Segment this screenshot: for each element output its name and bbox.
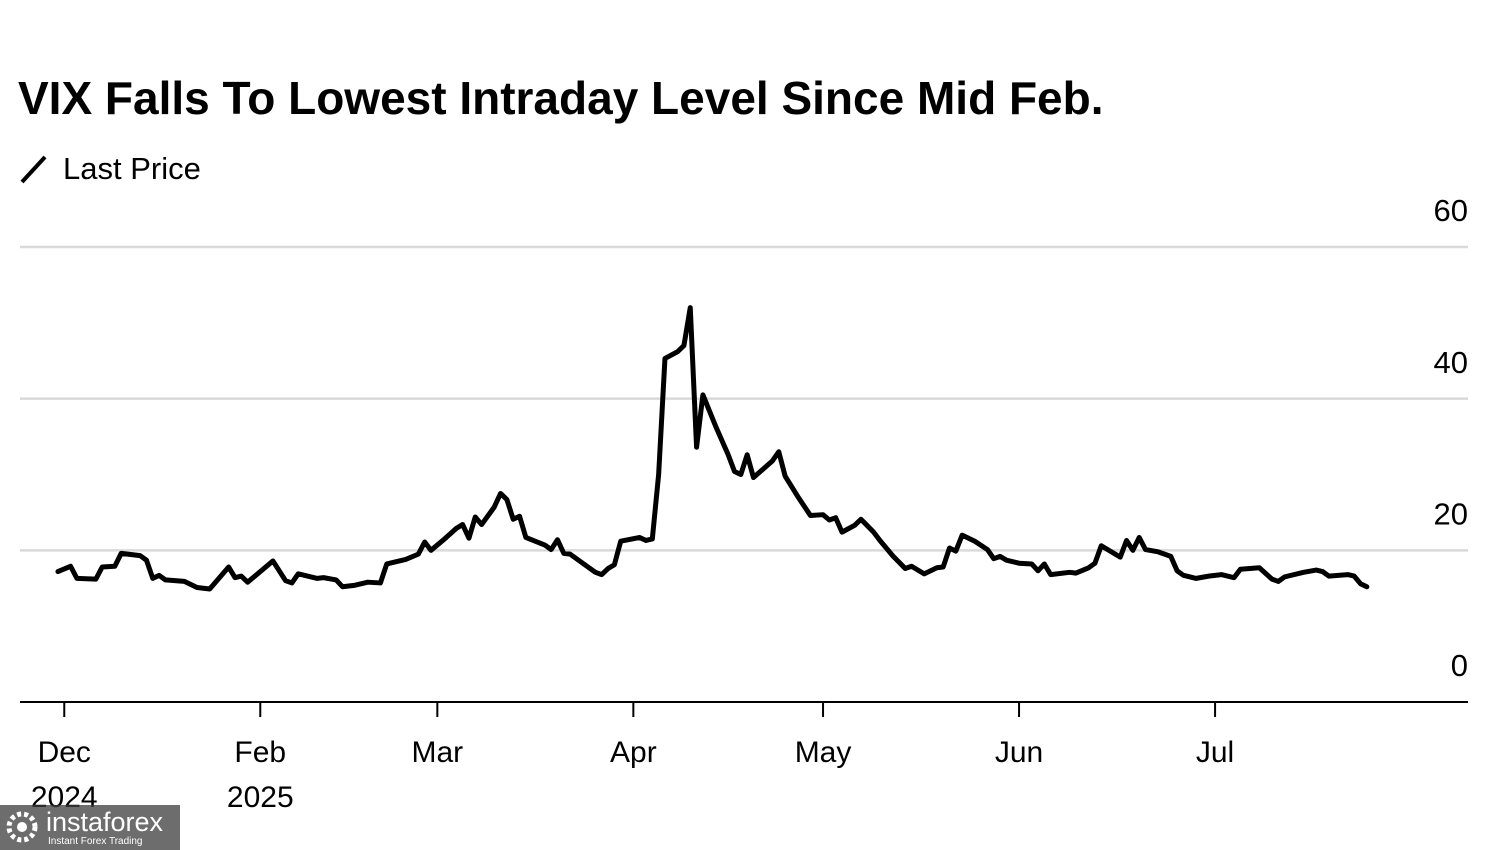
legend-swatch (20, 155, 47, 184)
chart-title: VIX Falls To Lowest Intraday Level Since… (18, 72, 1104, 124)
x-tick-label: Feb 2025 (226, 736, 294, 814)
x-tick-label: Jul (1195, 736, 1235, 769)
watermark-tagline: Instant Forex Trading (48, 836, 143, 847)
legend-label: Last Price (63, 151, 201, 186)
y-tick-label: 40 (1434, 345, 1468, 380)
x-tick-label: May (794, 736, 852, 769)
series-line (55, 305, 1370, 592)
y-tick-label: 20 (1434, 497, 1468, 532)
y-tick-label: 60 (1434, 193, 1468, 228)
watermark-brand: instaforex (46, 807, 164, 837)
x-tick-label: Apr (610, 736, 657, 769)
y-tick-label: 0 (1451, 648, 1468, 683)
watermark-logo (6, 811, 38, 843)
x-tick-label: Mar (411, 736, 464, 769)
watermark: instaforex Instant Forex Trading (0, 805, 180, 850)
x-tick-label: Jun (994, 736, 1044, 769)
grid (20, 245, 1468, 703)
